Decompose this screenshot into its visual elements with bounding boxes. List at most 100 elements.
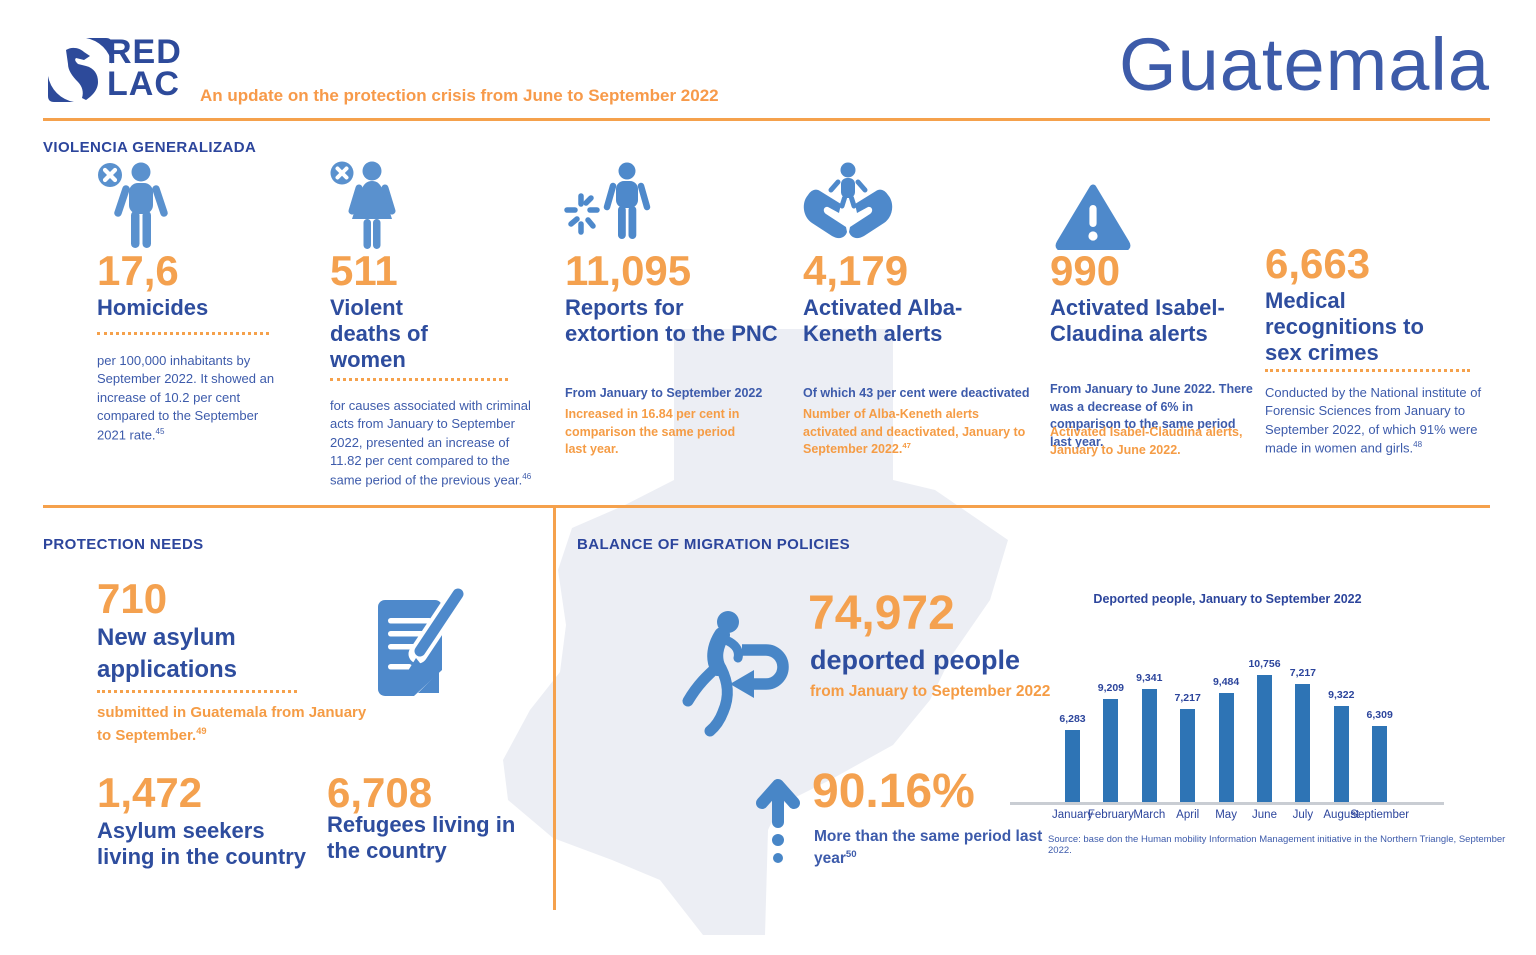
bar-value-label: 7,217	[1174, 692, 1201, 704]
extortion-increase-note: Increased in 16.84 per cent in compariso…	[565, 407, 740, 456]
chart-source: Source: base don the Human mobility Info…	[1048, 834, 1506, 856]
section-title-protection: PROTECTION NEEDS	[43, 536, 204, 553]
increase-value: 90.16%	[812, 765, 975, 818]
deported-period-note: from January to September 2022	[810, 683, 1051, 700]
asylum-applications-value: 710	[97, 575, 168, 622]
bar-month-label: February	[1087, 809, 1134, 821]
bar-month-label: July	[1292, 809, 1314, 821]
deported-person-return-icon	[682, 611, 789, 737]
bar-value-label: 10,756	[1248, 658, 1281, 670]
footnote-ref: 46	[522, 471, 532, 481]
medical-recognitions-note: Conducted by the National institute of F…	[1265, 384, 1503, 458]
dotted-divider	[97, 332, 269, 335]
isabel-claudina-orange-note: Activated Isabel-Claudina alerts, Januar…	[1050, 425, 1243, 457]
medical-recognitions-value: 6,663	[1265, 240, 1371, 287]
homicides-note: per 100,000 inhabitants by September 202…	[97, 352, 279, 445]
bar-may	[1218, 693, 1234, 802]
footnote-ref: 45	[155, 426, 165, 436]
violent-deaths-label: Violent deaths of women	[330, 295, 428, 372]
section-title-migration: BALANCE OF MIGRATION POLICIES	[577, 536, 850, 553]
bar-chart-plot: 6,283 January 9,209 February 9,341 March 7,217…	[1010, 585, 1510, 875]
extortion-value: 11,095	[565, 247, 692, 294]
bar-month-label: June	[1252, 809, 1277, 821]
alba-keneth-value: 4,179	[803, 247, 909, 294]
child-in-hands-icon	[803, 162, 893, 239]
note-text: More than the same period last year	[814, 828, 1043, 867]
footnote-ref: 48	[1413, 440, 1423, 450]
isabel-claudina-label: Activated Isabel-Claudina alerts	[1050, 295, 1225, 346]
bar-value-label: 9,341	[1136, 672, 1163, 684]
header-divider	[43, 118, 1490, 121]
vertical-divider	[553, 505, 556, 910]
bar-june	[1257, 675, 1272, 802]
footnote-ref: 49	[196, 725, 207, 736]
bar-january	[1065, 730, 1080, 802]
dotted-divider	[330, 378, 508, 381]
bar-septiember	[1372, 726, 1388, 802]
bar-value-label: 7,217	[1289, 667, 1317, 679]
redlac-logo-text: RED LAC	[107, 33, 182, 103]
bar-month-label: Septiember	[1350, 809, 1410, 821]
note-text: for causes associated with criminal acts…	[330, 398, 531, 488]
bar-july	[1295, 684, 1311, 802]
document-pen-icon	[378, 588, 468, 696]
deported-people-bar-chart: Deported people, January to September 20…	[1010, 585, 1510, 875]
section-divider	[43, 505, 1490, 508]
asylum-seekers-value: 1,472	[97, 769, 203, 816]
bar-february	[1103, 699, 1119, 802]
deported-value: 74,972	[808, 587, 955, 640]
redlac-globe-logo	[48, 38, 112, 102]
note-text: per 100,000 inhabitants by September 202…	[97, 353, 275, 443]
bar-month-label: March	[1133, 809, 1166, 821]
extortion-label: Reports for extortion to the PNC	[565, 295, 778, 346]
section-title-violence: VIOLENCIA GENERALIZADA	[43, 139, 257, 156]
extortion-period-note: From January to September 2022	[565, 386, 763, 400]
female-victim-x-icon	[330, 161, 396, 249]
alba-keneth-label: Activated Alba-Keneth alerts	[803, 295, 963, 346]
refugees-label: Refugees living in the country	[327, 812, 516, 863]
medical-recognitions-label: Medical recognitions to sex crimes	[1265, 288, 1424, 365]
bar-month-label: April	[1176, 809, 1200, 821]
dotted-divider	[97, 690, 297, 693]
alba-keneth-orange-note: Number of Alba-Keneth alerts activated a…	[803, 406, 1033, 459]
footnote-ref: 47	[902, 441, 911, 450]
logo-line1: RED	[107, 33, 182, 71]
violent-deaths-value: 511	[330, 247, 398, 294]
bar-value-label: 6,309	[1366, 709, 1393, 721]
bar-value-label: 9,209	[1097, 682, 1125, 694]
dotted-divider	[1265, 369, 1470, 372]
guatemala-map-silhouette	[503, 329, 1008, 935]
extortion-person-icon	[564, 162, 651, 239]
bar-month-label: January	[1052, 809, 1093, 821]
report-subtitle: An update on the protection crisis from …	[200, 86, 719, 105]
bar-april	[1180, 709, 1196, 802]
chart-title: Deported people, January to September 20…	[1093, 592, 1362, 606]
country-title: Guatemala	[1119, 23, 1490, 106]
increase-arrow-icon	[756, 779, 800, 863]
bar-month-label: August	[1323, 809, 1360, 821]
footnote-ref: 50	[845, 848, 857, 860]
warning-triangle-icon	[1055, 184, 1131, 250]
bar-march	[1141, 689, 1157, 802]
note-text: Conducted by the National institute of F…	[1265, 385, 1482, 456]
asylum-applications-label: New asylum applications	[97, 624, 238, 684]
alba-keneth-deactivated-note: Of which 43 per cent were deactivated	[803, 386, 1030, 400]
refugees-value: 6,708	[327, 769, 433, 816]
homicides-value: 17,6	[97, 247, 179, 294]
note-text: submitted in Guatemala from January to S…	[97, 704, 367, 744]
isabel-claudina-period-note: From January to June 2022. There was a d…	[1050, 382, 1253, 449]
bar-value-label: 6,283	[1059, 713, 1086, 725]
asylum-applications-note: submitted in Guatemala from January to S…	[97, 702, 372, 747]
asylum-seekers-label: Asylum seekers living in the country	[97, 818, 307, 869]
violent-deaths-note: for causes associated with criminal acts…	[330, 397, 542, 490]
bar-value-label: 9,484	[1212, 676, 1240, 688]
logo-line2: LAC	[107, 65, 180, 103]
note-text: Number of Alba-Keneth alerts activated a…	[803, 407, 1026, 457]
increase-label: More than the same period last year50	[814, 826, 1079, 870]
bar-august	[1333, 706, 1349, 802]
bar-value-label: 9,322	[1328, 689, 1355, 701]
homicide-person-x-icon	[98, 162, 168, 248]
isabel-claudina-value: 990	[1050, 247, 1121, 294]
homicides-label: Homicides	[97, 295, 209, 320]
